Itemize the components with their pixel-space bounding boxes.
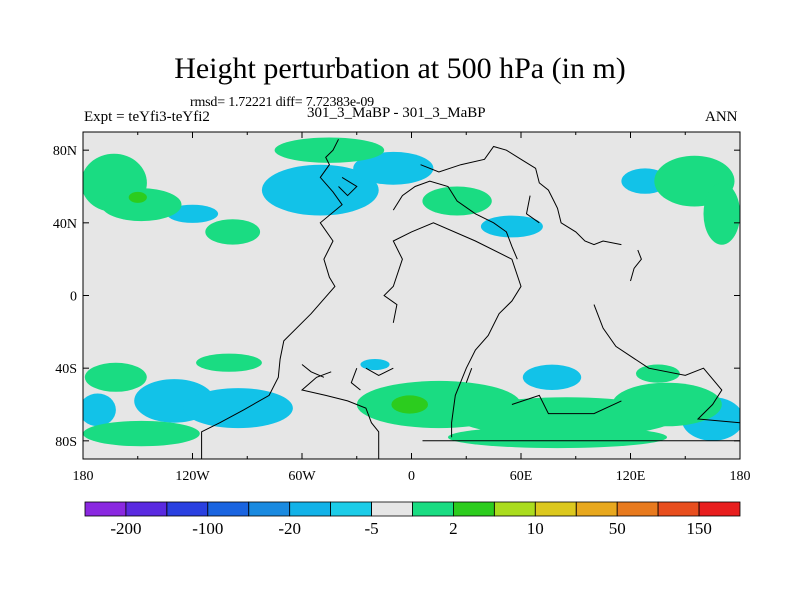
plot-title: Height perturbation at 500 hPa (in m) [174,52,626,85]
colorbar-swatch [412,501,454,517]
colorbar-swatch [289,501,332,517]
x-tick-label: 180 [73,469,94,484]
field-region-green [196,353,262,372]
coastline [301,364,325,378]
coastline [350,368,361,391]
colorbar-swatch [534,501,577,517]
colorbar-swatch [207,501,250,517]
field-region-cyan [83,393,116,427]
colorbar-swatch [493,501,536,517]
colorbar-swatch [371,501,413,517]
field-region-green [83,420,200,447]
y-tick-label: 40N [53,217,77,232]
field-region-green [84,362,147,392]
colorbar-label: 150 [686,519,712,538]
field-region-green [703,182,740,245]
field-region-green [448,426,667,449]
coastline [420,145,622,246]
field-region-cyan [261,164,379,216]
colorbar-label: -20 [278,519,301,538]
field-region-bright-green [128,191,147,203]
stats-label: rmsd= 1.72221 diff= 7.72383e-09 [190,95,374,110]
colorbar-swatch [452,501,495,517]
field-region-green [612,382,722,427]
coastline [383,222,522,438]
field-region-green [101,188,182,222]
colorbar-swatch [166,501,209,517]
field-region-green [636,364,680,383]
coastline [465,368,473,383]
field-region-cyan [360,359,390,370]
colorbar-swatch [248,501,291,517]
x-tick-label: 0 [408,469,415,484]
colorbar-label: -5 [365,519,379,538]
colorbar-swatch [657,501,700,517]
colorbar-label: 2 [449,519,458,538]
colorbar-label: -200 [110,519,141,538]
coastline [365,367,394,376]
colorbar-swatch [575,501,618,517]
axis-ticks: 80N 40N 0 40S 80S 180 120W 60W 0 60E 120E 180 [53,132,751,484]
y-tick-label: 80N [53,144,77,159]
colorbar-label: -100 [192,519,223,538]
colorbar-swatch [125,501,168,517]
coastline [593,304,740,424]
colorbar-swatch [698,501,741,517]
field-region-green [205,219,261,245]
field-region-cyan [183,388,293,429]
coastline [300,371,380,459]
x-tick-label: 60E [510,469,533,484]
runs-label: 301_3_MaBP - 301_3_MaBP [307,105,486,121]
field-region-cyan [353,151,434,185]
x-tick-label: 120E [616,469,646,484]
coastline [338,176,358,197]
coastline-layer [201,139,740,459]
colorbar-swatch [84,501,127,517]
colorbar: -200 -100 -20 -5 2 10 50 150 [84,501,741,538]
coastline [525,195,540,224]
x-tick-label: 180 [730,469,751,484]
field-region-cyan [480,215,543,238]
y-tick-label: 40S [55,362,77,377]
colorbar-swatch [330,501,372,517]
x-tick-label: 120W [175,469,210,484]
field-layer [83,137,740,449]
coastline [201,139,343,459]
field-region-green [274,137,385,163]
experiment-label: Expt = teYfi3-teYfi2 [84,109,210,125]
colorbar-label: 50 [609,519,626,538]
y-tick-label: 80S [55,435,77,450]
season-label: ANN [705,109,738,125]
coastline [630,249,642,282]
coastline [392,180,518,260]
field-region-bright-green [391,395,429,414]
colorbar-swatch [616,501,659,517]
coastline [511,394,622,415]
colorbar-label: 10 [527,519,544,538]
field-region-cyan [522,364,582,390]
y-tick-label: 0 [70,290,77,305]
x-tick-label: 60W [288,469,316,484]
